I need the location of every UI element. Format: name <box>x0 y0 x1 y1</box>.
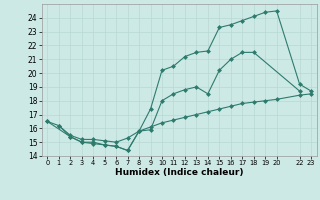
X-axis label: Humidex (Indice chaleur): Humidex (Indice chaleur) <box>115 168 244 177</box>
